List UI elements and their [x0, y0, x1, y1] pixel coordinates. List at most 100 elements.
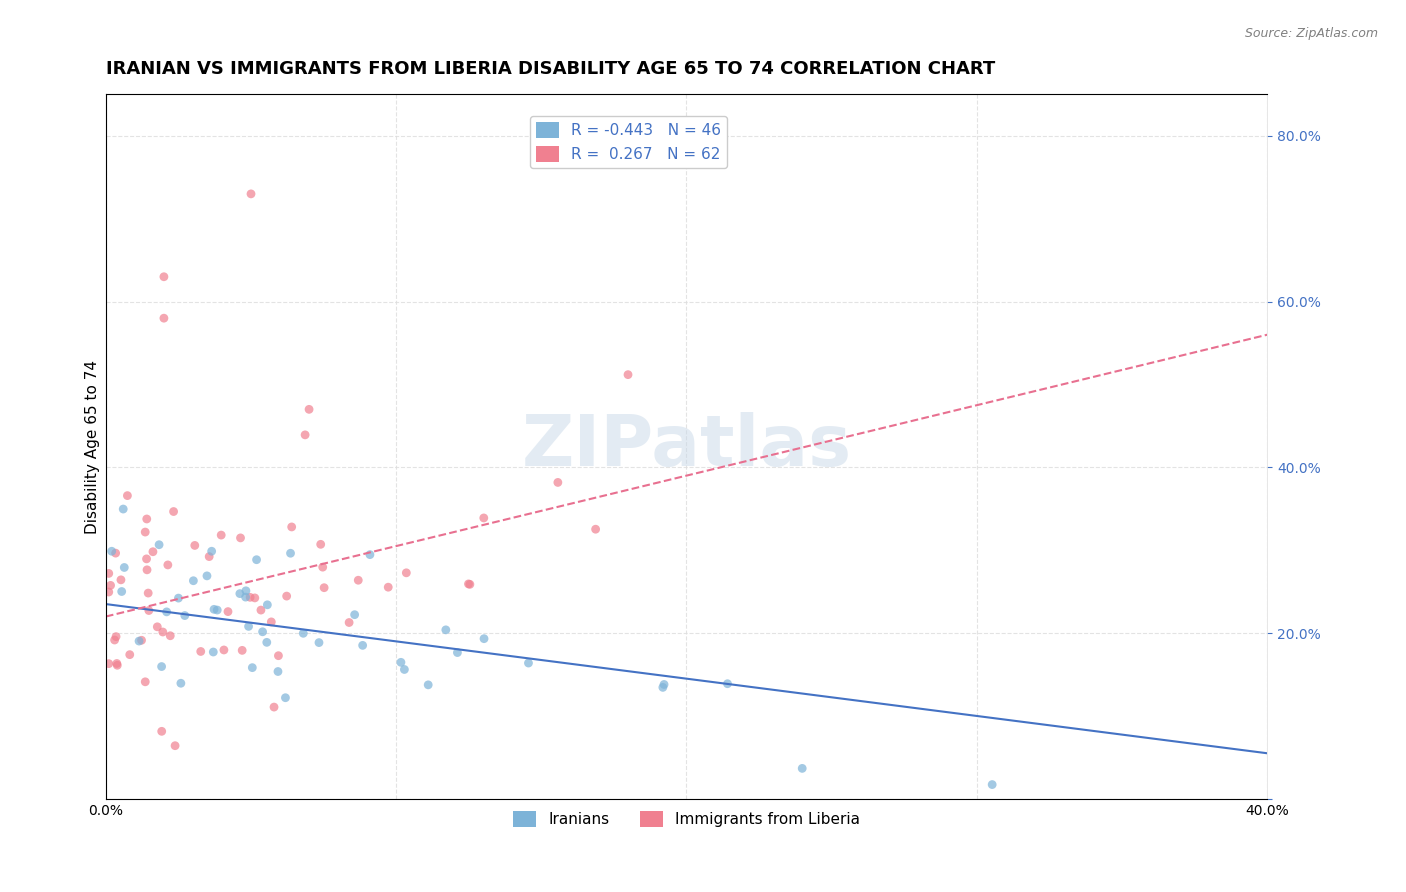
- Point: [183, 574, 205, 588]
- Point: [152, 625, 174, 640]
- Point: [153, 269, 176, 284]
- Point: [267, 648, 290, 663]
- Point: [131, 633, 153, 648]
- Point: [292, 626, 315, 640]
- Point: [312, 560, 335, 574]
- Point: [100, 578, 122, 592]
- Point: [280, 520, 302, 534]
- Point: [112, 502, 135, 516]
- Point: [150, 659, 173, 673]
- Point: [159, 629, 181, 643]
- Point: [202, 645, 225, 659]
- Point: [981, 778, 1004, 792]
- Point: [274, 690, 297, 705]
- Point: [547, 475, 569, 490]
- Point: [134, 524, 156, 539]
- Point: [136, 563, 159, 577]
- Legend: Iranians, Immigrants from Liberia: Iranians, Immigrants from Liberia: [508, 805, 866, 833]
- Point: [118, 648, 141, 662]
- Point: [112, 560, 135, 574]
- Point: [134, 674, 156, 689]
- Point: [97, 657, 120, 671]
- Point: [105, 657, 128, 671]
- Point: [245, 552, 267, 566]
- Point: [352, 639, 374, 653]
- Point: [156, 558, 179, 572]
- Point: [184, 538, 207, 552]
- Point: [146, 620, 169, 634]
- Point: [156, 605, 179, 619]
- Point: [235, 583, 257, 598]
- Point: [458, 577, 481, 591]
- Point: [105, 630, 128, 644]
- Point: [231, 643, 253, 657]
- Point: [240, 186, 263, 201]
- Point: [100, 544, 122, 558]
- Point: [148, 538, 170, 552]
- Text: IRANIAN VS IMMIGRANTS FROM LIBERIA DISABILITY AGE 65 TO 74 CORRELATION CHART: IRANIAN VS IMMIGRANTS FROM LIBERIA DISAB…: [105, 60, 995, 78]
- Point: [418, 678, 440, 692]
- Point: [617, 368, 640, 382]
- Point: [343, 607, 366, 622]
- Point: [308, 635, 330, 649]
- Point: [472, 632, 495, 646]
- Point: [238, 619, 260, 633]
- Point: [585, 522, 607, 536]
- Point: [337, 615, 360, 630]
- Point: [359, 548, 381, 562]
- Point: [138, 603, 160, 617]
- Point: [256, 598, 278, 612]
- Point: [190, 644, 212, 658]
- Point: [298, 402, 321, 417]
- Point: [229, 586, 252, 600]
- Point: [395, 566, 418, 580]
- Point: [309, 537, 332, 551]
- Point: [294, 428, 316, 442]
- Point: [472, 511, 495, 525]
- Point: [195, 569, 218, 583]
- Point: [457, 577, 479, 591]
- Point: [252, 624, 274, 639]
- Point: [651, 681, 673, 695]
- Point: [235, 590, 257, 604]
- Point: [256, 635, 278, 649]
- Point: [239, 591, 262, 605]
- Point: [389, 656, 412, 670]
- Point: [276, 589, 298, 603]
- Point: [135, 552, 157, 566]
- Point: [117, 489, 139, 503]
- Point: [314, 581, 336, 595]
- Point: [434, 623, 457, 637]
- Point: [201, 544, 224, 558]
- Y-axis label: Disability Age 65 to 74: Disability Age 65 to 74: [86, 359, 100, 533]
- Point: [136, 586, 159, 600]
- Point: [167, 591, 190, 606]
- Point: [280, 546, 302, 560]
- Point: [792, 761, 814, 775]
- Point: [267, 665, 290, 679]
- Point: [217, 605, 239, 619]
- Point: [263, 700, 285, 714]
- Point: [240, 660, 263, 674]
- Point: [150, 724, 173, 739]
- Point: [209, 528, 232, 542]
- Point: [110, 573, 132, 587]
- Point: [212, 643, 235, 657]
- Point: [165, 739, 187, 753]
- Point: [347, 573, 370, 587]
- Point: [142, 545, 165, 559]
- Point: [517, 656, 540, 670]
- Point: [162, 504, 184, 518]
- Point: [243, 591, 266, 605]
- Point: [104, 632, 127, 647]
- Point: [377, 580, 399, 594]
- Text: Source: ZipAtlas.com: Source: ZipAtlas.com: [1244, 27, 1378, 40]
- Point: [229, 531, 252, 545]
- Point: [394, 663, 416, 677]
- Point: [207, 603, 229, 617]
- Point: [153, 311, 176, 326]
- Point: [202, 602, 225, 616]
- Point: [260, 615, 283, 629]
- Point: [97, 566, 120, 581]
- Point: [97, 585, 120, 599]
